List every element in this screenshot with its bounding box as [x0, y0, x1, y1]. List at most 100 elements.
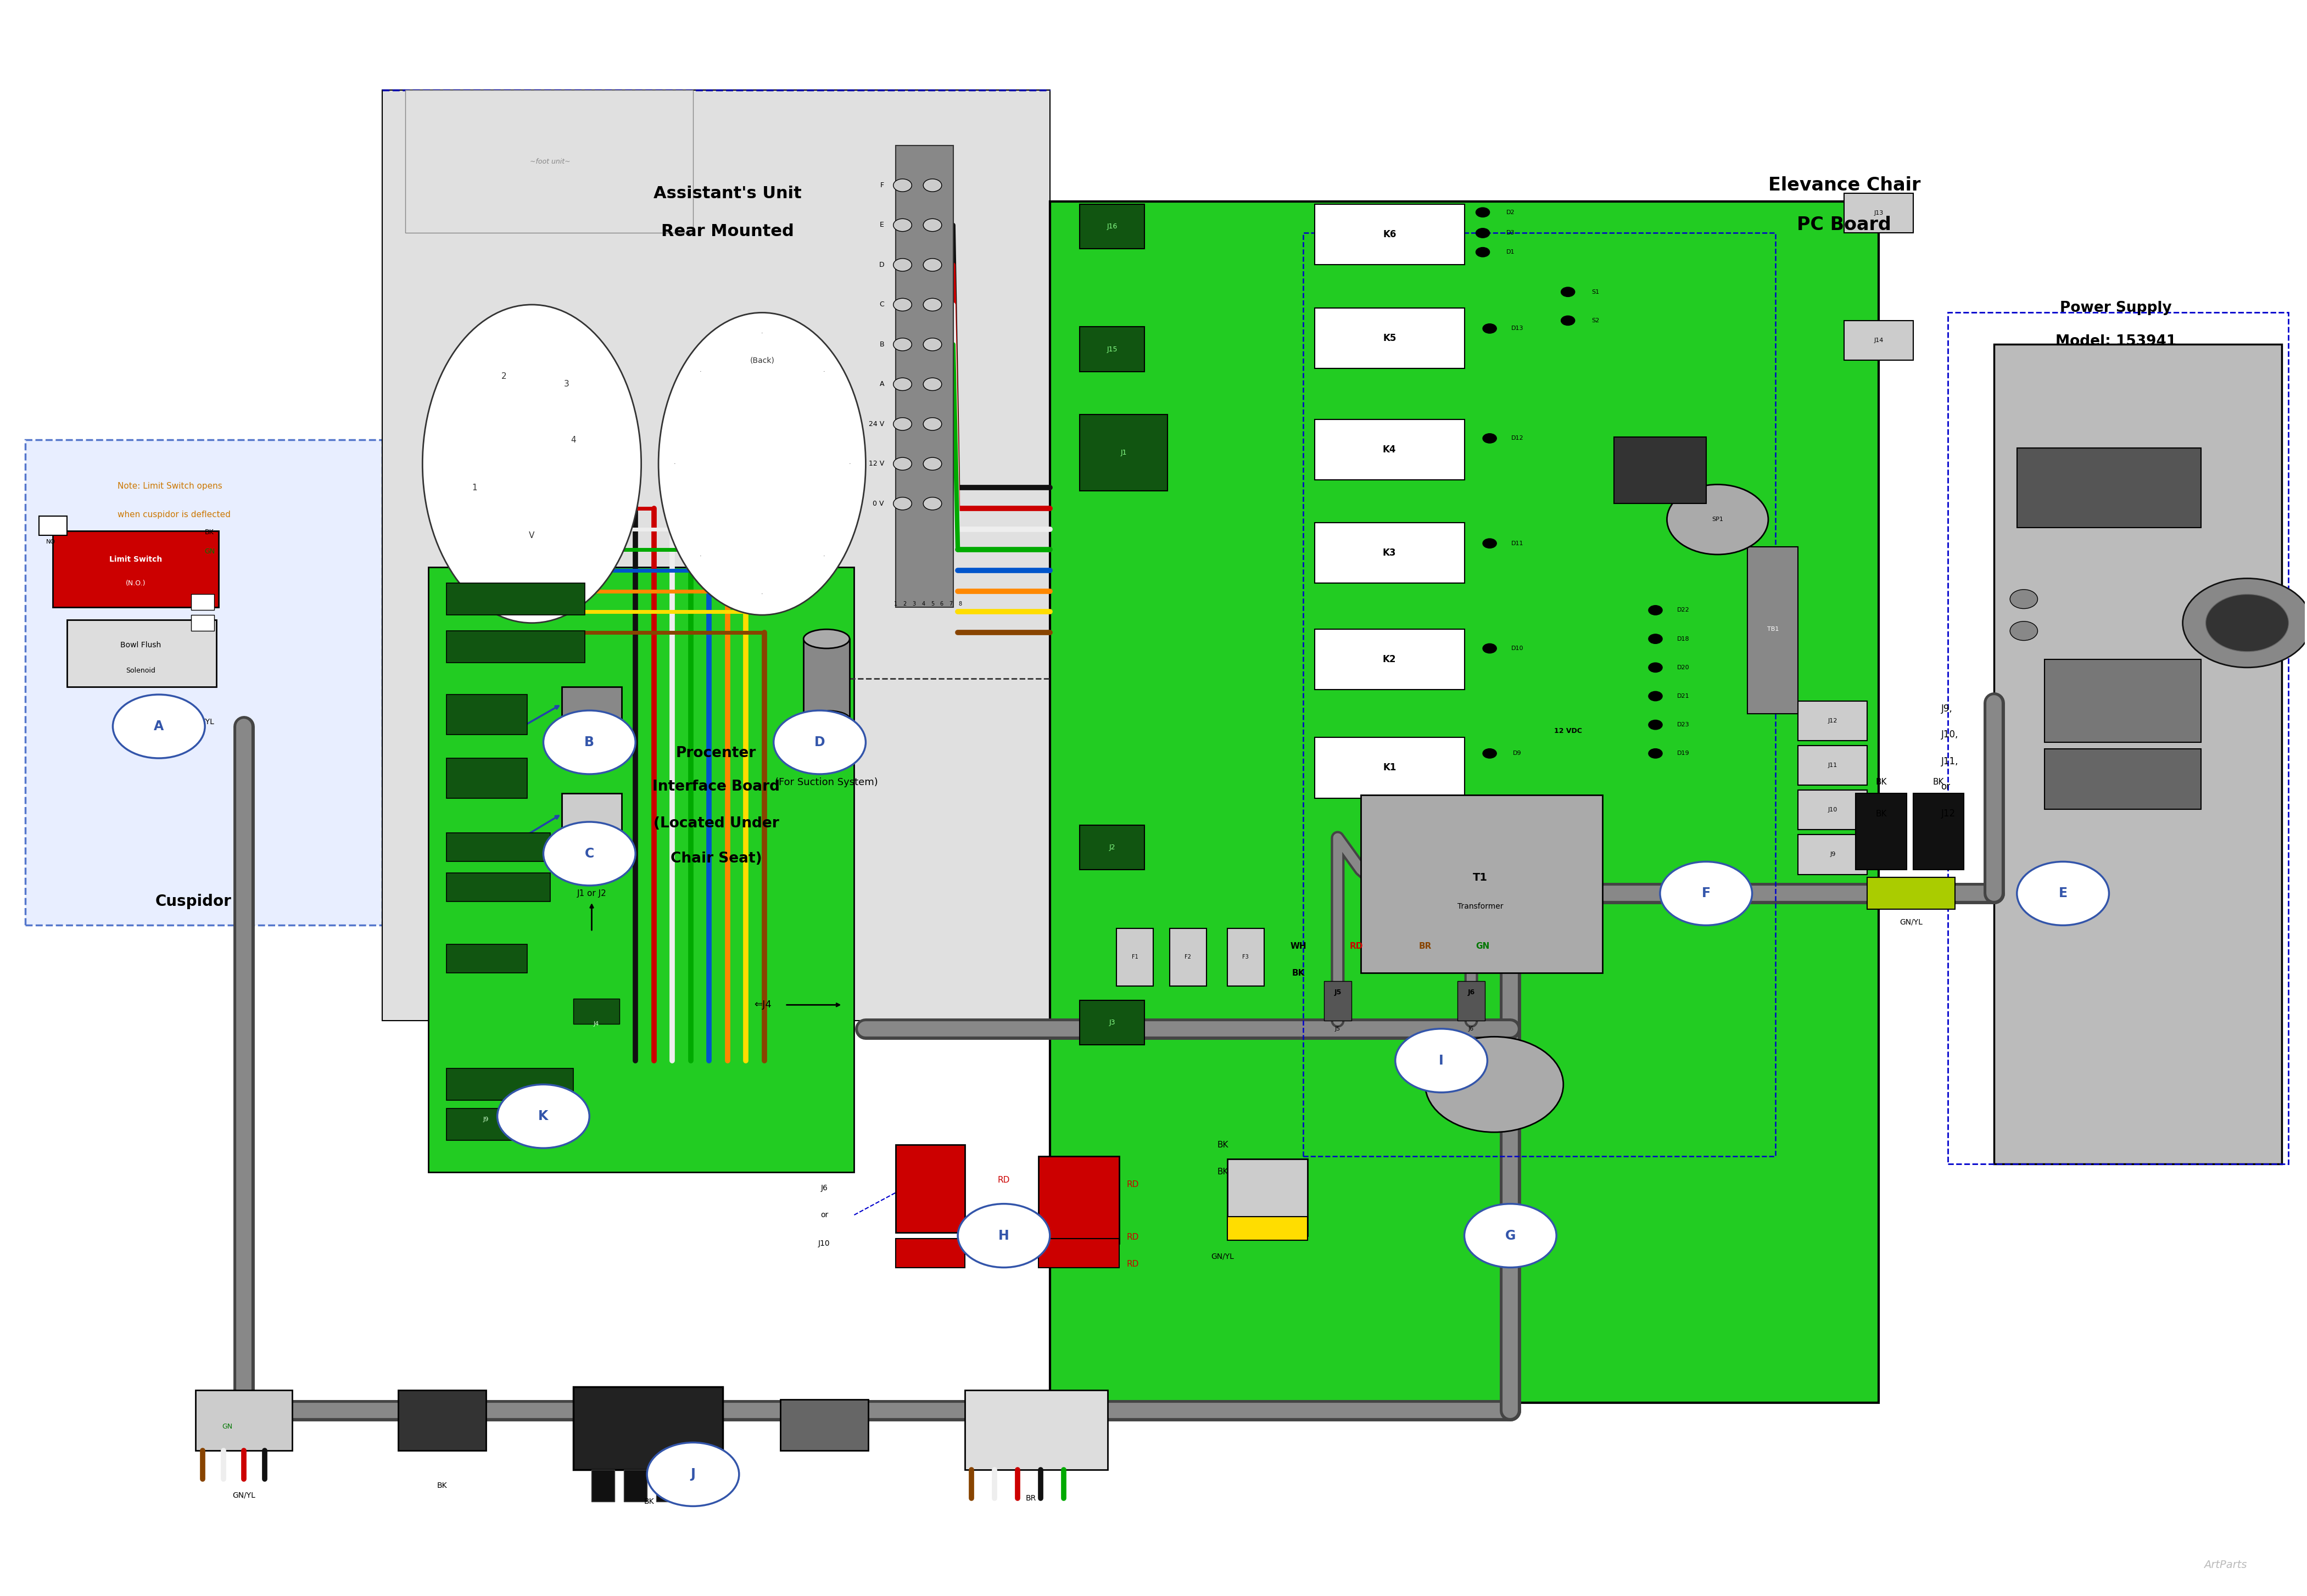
FancyBboxPatch shape	[687, 1470, 711, 1502]
Text: COM: COM	[577, 846, 588, 852]
Circle shape	[1476, 247, 1490, 257]
Text: C: C	[879, 302, 884, 308]
FancyBboxPatch shape	[399, 1390, 487, 1451]
Circle shape	[893, 498, 911, 511]
FancyBboxPatch shape	[191, 614, 215, 630]
FancyBboxPatch shape	[1080, 415, 1167, 492]
Circle shape	[893, 259, 911, 271]
Text: D1: D1	[1506, 249, 1516, 255]
Text: J6: J6	[1467, 988, 1474, 996]
Text: BK: BK	[205, 528, 215, 536]
FancyBboxPatch shape	[1458, 982, 1486, 1021]
FancyBboxPatch shape	[1993, 345, 2282, 1163]
Text: F: F	[881, 182, 884, 188]
Text: 3: 3	[911, 602, 916, 606]
Text: 7: 7	[948, 602, 953, 606]
Text: J15: J15	[1107, 346, 1117, 353]
FancyBboxPatch shape	[1315, 629, 1465, 689]
FancyBboxPatch shape	[1315, 204, 1465, 265]
Circle shape	[2009, 621, 2037, 640]
Circle shape	[1483, 538, 1497, 547]
Text: ⇐J4: ⇐J4	[754, 1001, 771, 1010]
FancyBboxPatch shape	[67, 619, 217, 686]
Text: D19: D19	[1677, 750, 1689, 757]
Circle shape	[923, 179, 941, 192]
Circle shape	[646, 1443, 738, 1507]
FancyBboxPatch shape	[39, 517, 67, 535]
FancyBboxPatch shape	[1080, 825, 1144, 870]
Text: D12: D12	[1511, 436, 1523, 440]
Circle shape	[1476, 207, 1490, 217]
FancyBboxPatch shape	[1080, 327, 1144, 372]
Text: V: V	[528, 531, 535, 539]
Text: (For Suction System): (For Suction System)	[775, 777, 879, 787]
Text: H: H	[999, 1229, 1008, 1242]
Text: 24 V: 24 V	[870, 420, 884, 428]
Text: F3: F3	[1243, 954, 1248, 959]
Circle shape	[893, 378, 911, 391]
Text: WH: WH	[1290, 942, 1306, 950]
Text: K: K	[538, 1109, 549, 1124]
FancyBboxPatch shape	[1797, 790, 1866, 830]
Text: (N.O.): (N.O.)	[127, 579, 145, 587]
Text: D: D	[879, 262, 884, 268]
Circle shape	[923, 219, 941, 231]
FancyBboxPatch shape	[448, 833, 551, 862]
FancyBboxPatch shape	[383, 89, 1050, 1021]
FancyBboxPatch shape	[803, 638, 849, 718]
Text: Interface Board: Interface Board	[653, 780, 780, 793]
Text: GN: GN	[221, 1424, 233, 1430]
Text: Procenter: Procenter	[676, 747, 757, 761]
Text: 2: 2	[501, 372, 508, 380]
Text: D13: D13	[1511, 326, 1523, 332]
Text: BK: BK	[1933, 777, 1945, 787]
Text: BK: BK	[1876, 777, 1887, 787]
FancyBboxPatch shape	[563, 721, 621, 734]
FancyBboxPatch shape	[1080, 1001, 1144, 1045]
Circle shape	[1476, 228, 1490, 238]
Text: J4: J4	[593, 1021, 600, 1026]
Circle shape	[1650, 634, 1663, 643]
Text: J14: J14	[1873, 338, 1883, 343]
FancyBboxPatch shape	[563, 686, 621, 721]
Text: RD: RD	[997, 1235, 1010, 1243]
FancyBboxPatch shape	[780, 1400, 867, 1451]
Circle shape	[113, 694, 205, 758]
Circle shape	[2016, 862, 2109, 926]
FancyBboxPatch shape	[406, 89, 692, 233]
Ellipse shape	[657, 313, 865, 614]
Text: J10: J10	[549, 1117, 561, 1122]
FancyBboxPatch shape	[563, 793, 621, 838]
Text: Assistant's Unit: Assistant's Unit	[653, 185, 801, 201]
Text: Cuspidor: Cuspidor	[155, 894, 231, 910]
Text: GN/YL: GN/YL	[233, 1491, 256, 1499]
Circle shape	[923, 418, 941, 431]
Text: J9: J9	[482, 1117, 489, 1122]
Text: or: or	[821, 1211, 828, 1219]
FancyBboxPatch shape	[2016, 448, 2201, 527]
Text: BR: BR	[1027, 1494, 1036, 1502]
Text: 12 V: 12 V	[870, 460, 884, 468]
Circle shape	[1426, 1037, 1564, 1132]
Text: E: E	[879, 222, 884, 228]
FancyBboxPatch shape	[1913, 793, 1963, 870]
FancyBboxPatch shape	[1315, 308, 1465, 369]
Circle shape	[2009, 589, 2037, 608]
Text: A: A	[879, 381, 884, 388]
FancyBboxPatch shape	[1797, 701, 1866, 741]
Text: D22: D22	[1677, 608, 1689, 613]
FancyBboxPatch shape	[1615, 437, 1707, 504]
Text: CHAIR
POWER: CHAIR POWER	[574, 875, 591, 884]
Text: J16: J16	[1107, 223, 1117, 230]
Text: BK: BK	[1218, 1168, 1227, 1176]
Text: D3: D3	[1506, 230, 1516, 236]
Text: Transformer: Transformer	[1458, 902, 1504, 910]
Circle shape	[1483, 643, 1497, 653]
Text: GN/YL: GN/YL	[191, 718, 215, 726]
Text: Power Supply: Power Supply	[2060, 300, 2171, 314]
FancyBboxPatch shape	[895, 1238, 964, 1267]
FancyBboxPatch shape	[53, 530, 219, 606]
Circle shape	[923, 298, 941, 311]
Text: PC Board: PC Board	[1797, 215, 1892, 235]
Text: Note: Limit Switch opens: Note: Limit Switch opens	[118, 482, 221, 490]
